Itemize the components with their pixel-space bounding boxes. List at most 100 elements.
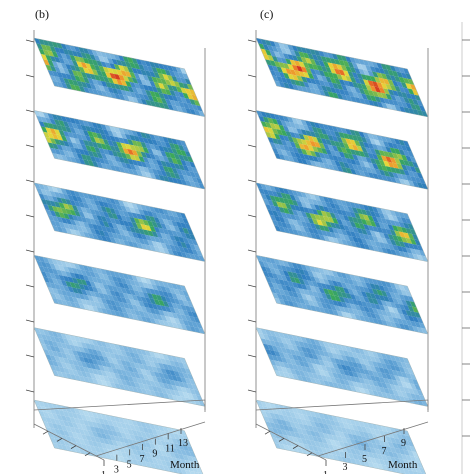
heatmap-cell — [36, 43, 43, 50]
heatmap-cell — [287, 44, 294, 51]
heatmap-cell — [294, 277, 301, 284]
heatmap-cell — [387, 296, 395, 303]
heatmap-cell — [318, 142, 326, 149]
heatmap-cell — [409, 166, 417, 173]
heatmap-cell — [329, 294, 337, 301]
heatmap-cell — [293, 123, 301, 130]
heatmap-cell — [372, 245, 380, 252]
heatmap-cell — [305, 429, 312, 436]
heatmap-cell — [323, 80, 330, 88]
heatmap-cell — [394, 220, 401, 228]
heatmap-cell — [115, 132, 123, 139]
heatmap-cell — [412, 108, 420, 116]
heatmap-cell — [287, 271, 295, 278]
heatmap-cell — [403, 304, 410, 312]
heatmap-cell — [351, 134, 359, 142]
heatmap-cell — [180, 324, 188, 331]
heatmap-cell — [118, 137, 125, 144]
heatmap-cell — [336, 291, 344, 298]
heatmap-cell — [380, 280, 388, 287]
heatmap-cell — [389, 292, 397, 299]
heatmap-cell — [363, 98, 371, 106]
heatmap-cell — [256, 255, 263, 262]
heatmap-cell — [42, 194, 50, 201]
heatmap-cell — [378, 150, 386, 157]
heatmap-cell — [80, 341, 88, 349]
heatmap-cell — [93, 127, 101, 134]
heatmap-cell — [100, 196, 108, 203]
heatmap-cell — [98, 447, 106, 454]
heatmap-cell — [418, 250, 426, 257]
heatmap-cell — [305, 139, 312, 147]
heatmap-cell — [405, 218, 412, 225]
heatmap-cell — [385, 455, 393, 462]
heatmap-cell — [274, 143, 281, 150]
heatmap-cell — [65, 83, 73, 90]
heatmap-cell — [96, 234, 104, 241]
heatmap-cell — [305, 294, 313, 301]
heatmap-cell — [186, 445, 194, 453]
heatmap-cell — [156, 159, 163, 166]
heatmap-cell — [153, 217, 161, 224]
heatmap-cell — [318, 60, 326, 67]
heatmap-cell — [149, 317, 157, 325]
heatmap-cell — [292, 84, 299, 91]
heatmap-cell — [140, 359, 148, 366]
heatmap-cell — [56, 414, 63, 421]
heatmap-cell — [372, 225, 379, 233]
heatmap-cell — [76, 80, 84, 88]
heatmap-cell — [82, 409, 90, 417]
heatmap-cell — [318, 432, 326, 439]
heatmap-cell — [162, 165, 170, 173]
heatmap-cell — [302, 52, 310, 59]
heatmap-cell — [40, 261, 48, 268]
heatmap-cell — [56, 269, 63, 276]
heatmap-cell — [176, 323, 183, 330]
heatmap-cell — [387, 161, 395, 168]
heatmap-cell — [180, 159, 188, 167]
heatmap-cell — [129, 279, 136, 286]
heatmap-cell — [394, 138, 401, 145]
heatmap-cell — [374, 366, 381, 373]
heatmap-cell — [262, 189, 270, 196]
heatmap-cell — [338, 296, 346, 303]
heatmap-cell — [171, 457, 179, 464]
heatmap-cell — [109, 63, 117, 70]
heatmap-cell — [74, 75, 81, 82]
heatmap-cell — [91, 204, 99, 211]
heatmap-cell — [89, 363, 97, 370]
heatmap-cell — [367, 234, 375, 242]
slice-outline — [255, 399, 427, 474]
heatmap-cell — [372, 153, 379, 160]
heatmap-cell — [298, 278, 306, 285]
heatmap-cell — [287, 116, 294, 124]
heatmap-cell — [42, 266, 50, 274]
heatmap-cell — [336, 300, 344, 308]
heatmap-cell — [343, 142, 350, 150]
heatmap-cell — [342, 60, 350, 67]
heatmap-cell — [347, 216, 355, 223]
heatmap-cell — [291, 417, 299, 424]
heatmap-cell — [269, 330, 277, 337]
heatmap-cell — [83, 304, 90, 311]
heatmap-cell — [171, 437, 179, 445]
heatmap-cell — [189, 451, 196, 458]
heatmap-cell — [260, 193, 268, 200]
heatmap-cell — [47, 277, 55, 284]
heatmap-cell — [142, 364, 150, 371]
heatmap-cell — [381, 247, 388, 254]
heatmap-cell — [60, 342, 68, 350]
heatmap-cell — [347, 288, 355, 295]
heatmap-cell — [78, 76, 86, 83]
heatmap-cell — [305, 87, 313, 94]
heatmap-cell — [158, 174, 166, 182]
heatmap-cell — [402, 68, 410, 75]
heatmap-cell — [122, 437, 130, 444]
heatmap-cell — [120, 60, 128, 67]
heatmap-cell — [127, 231, 135, 238]
heatmap-cell — [354, 429, 361, 437]
heatmap-cell — [396, 235, 404, 243]
heatmap-cell — [162, 74, 170, 81]
heatmap-cell — [140, 286, 148, 293]
heatmap-cell — [258, 260, 266, 267]
